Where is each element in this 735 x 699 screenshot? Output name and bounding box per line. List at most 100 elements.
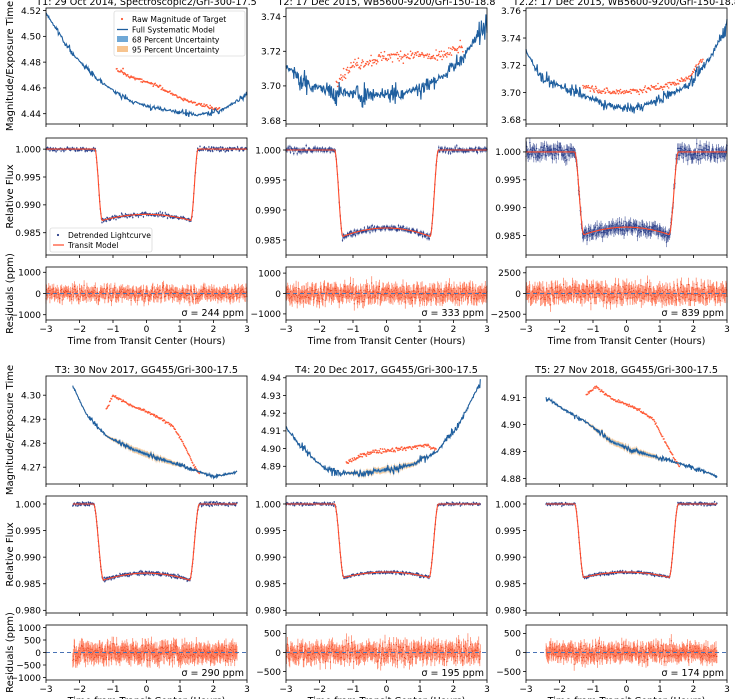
detrended-point — [723, 156, 725, 158]
raw-point — [623, 92, 625, 95]
residual-point — [185, 295, 188, 297]
detrended-point — [369, 231, 371, 234]
raw-point — [406, 56, 409, 58]
detrended-point — [538, 153, 541, 155]
raw-point — [413, 56, 415, 58]
detrended-point — [289, 145, 291, 148]
residual-point — [297, 296, 299, 298]
detrended-point — [684, 148, 687, 151]
raw-ytick-label: 4.50 — [21, 33, 41, 43]
detrended-point — [720, 156, 722, 158]
detrended-point — [314, 146, 316, 148]
residual-point — [136, 299, 138, 301]
detrended-point — [126, 217, 128, 219]
x-axis-label: Time from Transit Center (Hours) — [307, 336, 466, 347]
raw-point — [206, 104, 208, 106]
raw-point — [203, 103, 205, 105]
raw-point — [440, 50, 443, 52]
raw-point — [591, 85, 594, 87]
detrended-point — [528, 154, 531, 156]
residual-point — [324, 286, 326, 288]
residual-xtick-label: 0 — [384, 325, 390, 335]
residual-xtick-label: −1 — [346, 325, 359, 335]
detrended-point — [543, 145, 546, 147]
residual-point — [665, 288, 667, 290]
detrended-point — [91, 149, 94, 152]
residual-point — [629, 288, 631, 290]
raw-point — [641, 90, 643, 92]
raw-point — [663, 86, 666, 88]
detrended-point — [406, 227, 408, 229]
residual-point — [622, 296, 625, 298]
raw-point — [641, 91, 644, 94]
raw-point — [367, 63, 370, 66]
residual-point — [352, 284, 354, 286]
residual-point — [401, 294, 404, 296]
detrended-point — [635, 223, 637, 225]
residual-point — [606, 301, 608, 303]
detrended-point — [230, 149, 232, 151]
detrended-point — [236, 146, 239, 148]
detrended-point — [562, 155, 565, 157]
detrended-point — [136, 214, 138, 217]
flux-ytick-label: 1.000 — [15, 145, 41, 155]
detrended-point — [241, 146, 243, 149]
residual-point — [661, 300, 663, 302]
residual-point — [93, 289, 95, 291]
raw-ytick-label: 3.70 — [501, 89, 521, 99]
raw-point — [667, 87, 670, 89]
residual-point — [367, 289, 369, 291]
raw-point — [630, 92, 632, 95]
raw-point — [421, 51, 423, 54]
flux-ytick-label: 0.995 — [15, 173, 41, 183]
raw-point — [694, 65, 697, 68]
detrended-point — [706, 149, 708, 151]
raw-point — [356, 64, 359, 66]
detrended-point — [711, 152, 713, 155]
residual-point — [387, 288, 390, 290]
detrended-point — [687, 154, 690, 156]
residual-point — [448, 284, 451, 286]
residual-point — [411, 299, 414, 302]
residual-point — [349, 282, 351, 284]
residual-xtick-label: 1 — [177, 325, 183, 335]
raw-point — [629, 90, 631, 93]
raw-point — [441, 58, 443, 61]
detrended-point — [476, 151, 479, 154]
detrended-point — [633, 224, 636, 226]
raw-point — [438, 50, 441, 53]
detrended-point — [370, 226, 372, 228]
residual-point — [700, 285, 702, 287]
detrended-point — [218, 147, 220, 149]
raw-point — [450, 47, 452, 50]
raw-point — [603, 88, 606, 90]
raw-point — [669, 81, 671, 84]
residual-point — [614, 296, 616, 298]
detrended-point — [585, 231, 588, 234]
detrended-point — [631, 230, 634, 232]
detrended-point — [153, 215, 155, 217]
detrended-point — [54, 149, 56, 151]
detrended-point — [326, 150, 328, 153]
residual-point — [581, 299, 583, 301]
residual-point — [562, 294, 564, 296]
detrended-point — [356, 232, 358, 235]
detrended-point — [454, 146, 456, 148]
residual-ytick-label: 1000 — [18, 269, 41, 279]
raw-point — [383, 55, 385, 57]
residual-point — [349, 295, 351, 297]
detrended-point — [619, 228, 622, 231]
residual-point — [186, 288, 188, 290]
raw-point — [415, 52, 417, 54]
detrended-point — [680, 147, 682, 150]
detrended-point — [644, 231, 646, 233]
residual-point — [663, 291, 665, 293]
detrended-point — [630, 221, 632, 224]
detrended-point — [121, 213, 123, 216]
detrended-point — [533, 148, 536, 150]
raw-point — [373, 61, 376, 64]
residual-point — [604, 296, 606, 298]
detrended-point — [566, 148, 569, 151]
raw-point — [458, 45, 461, 48]
residual-point — [53, 288, 55, 290]
